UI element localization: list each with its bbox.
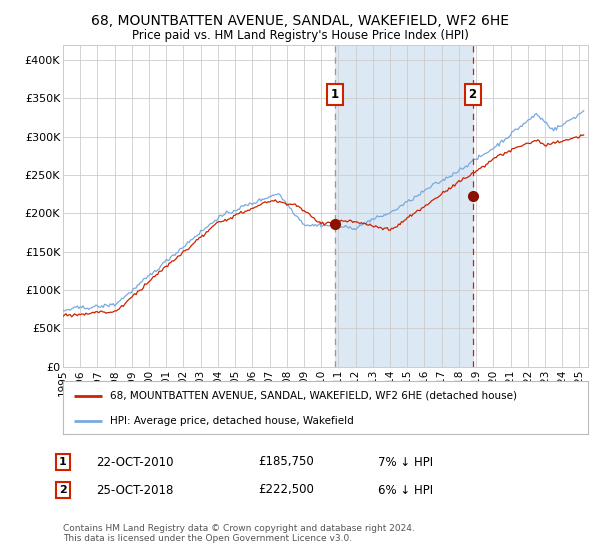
Text: 2: 2	[59, 485, 67, 495]
Text: 1: 1	[331, 88, 339, 101]
Text: Contains HM Land Registry data © Crown copyright and database right 2024.
This d: Contains HM Land Registry data © Crown c…	[63, 524, 415, 543]
Text: 1: 1	[59, 457, 67, 467]
Text: 7% ↓ HPI: 7% ↓ HPI	[378, 455, 433, 469]
Text: 6% ↓ HPI: 6% ↓ HPI	[378, 483, 433, 497]
Text: £222,500: £222,500	[258, 483, 314, 497]
Text: 68, MOUNTBATTEN AVENUE, SANDAL, WAKEFIELD, WF2 6HE: 68, MOUNTBATTEN AVENUE, SANDAL, WAKEFIEL…	[91, 14, 509, 28]
Bar	[335, 45, 473, 367]
Text: HPI: Average price, detached house, Wakefield: HPI: Average price, detached house, Wake…	[110, 416, 354, 426]
Text: 25-OCT-2018: 25-OCT-2018	[96, 483, 173, 497]
Text: 22-OCT-2010: 22-OCT-2010	[96, 455, 173, 469]
Text: 2: 2	[469, 88, 477, 101]
Text: Price paid vs. HM Land Registry's House Price Index (HPI): Price paid vs. HM Land Registry's House …	[131, 29, 469, 42]
Text: 68, MOUNTBATTEN AVENUE, SANDAL, WAKEFIELD, WF2 6HE (detached house): 68, MOUNTBATTEN AVENUE, SANDAL, WAKEFIEL…	[110, 391, 517, 401]
Text: £185,750: £185,750	[258, 455, 314, 469]
